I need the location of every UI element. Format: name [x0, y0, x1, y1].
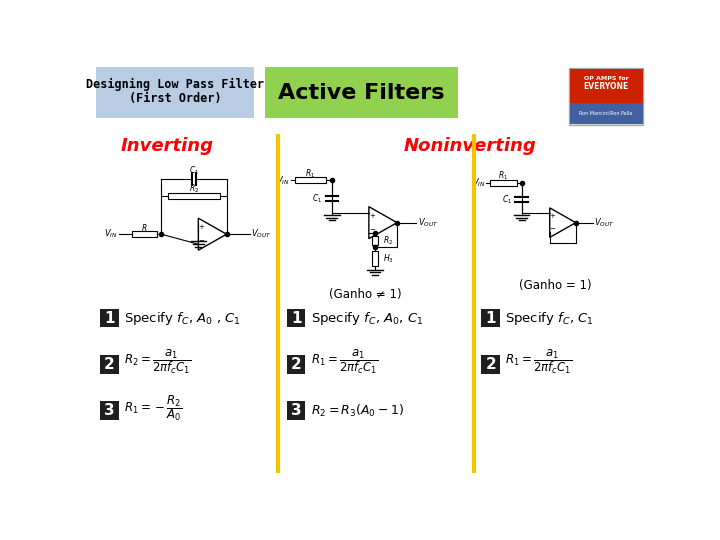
- Bar: [294, 177, 326, 184]
- Text: $V_{IN}$: $V_{IN}$: [472, 177, 485, 189]
- Text: $R_2 = R_3(A_0 - 1)$: $R_2 = R_3(A_0 - 1)$: [311, 402, 404, 418]
- Text: −: −: [369, 227, 375, 233]
- FancyBboxPatch shape: [100, 401, 119, 420]
- FancyBboxPatch shape: [287, 355, 305, 374]
- FancyBboxPatch shape: [100, 355, 119, 374]
- FancyBboxPatch shape: [482, 355, 500, 374]
- Bar: [372, 251, 378, 266]
- Text: $V_{OUT}$: $V_{OUT}$: [251, 228, 272, 240]
- Text: Inverting: Inverting: [121, 137, 214, 154]
- Text: 1: 1: [291, 310, 302, 326]
- Text: $R_2 = \dfrac{a_1}{2\pi f_c C_1}$: $R_2 = \dfrac{a_1}{2\pi f_c C_1}$: [124, 348, 192, 376]
- Text: $R_1 = \dfrac{a_1}{2\pi f_c C_1}$: $R_1 = \dfrac{a_1}{2\pi f_c C_1}$: [505, 348, 573, 376]
- Bar: [570, 69, 642, 103]
- FancyBboxPatch shape: [96, 67, 254, 118]
- Polygon shape: [550, 208, 576, 238]
- Text: $R$: $R$: [141, 222, 148, 233]
- FancyBboxPatch shape: [287, 309, 305, 327]
- Text: 2: 2: [291, 357, 302, 372]
- Text: $V_{IN}$: $V_{IN}$: [276, 174, 290, 186]
- Text: OP AMPS for: OP AMPS for: [584, 76, 629, 81]
- FancyBboxPatch shape: [482, 309, 500, 327]
- Polygon shape: [369, 207, 397, 239]
- Text: $R_1 = -\dfrac{R_2}{A_0}$: $R_1 = -\dfrac{R_2}{A_0}$: [124, 393, 182, 423]
- Text: $R_2$: $R_2$: [189, 183, 199, 195]
- Text: 3: 3: [291, 403, 302, 418]
- Bar: [168, 193, 220, 199]
- Text: Designing Low Pass Filter: Designing Low Pass Filter: [86, 78, 264, 91]
- Bar: [490, 179, 518, 186]
- Text: $R_1 = \dfrac{a_1}{2\pi f_c C_1}$: $R_1 = \dfrac{a_1}{2\pi f_c C_1}$: [311, 348, 379, 376]
- Bar: [570, 103, 642, 124]
- Text: $V_{OUT}$: $V_{OUT}$: [418, 217, 438, 229]
- Bar: [372, 236, 378, 245]
- Bar: [569, 68, 644, 125]
- Text: −: −: [549, 226, 555, 232]
- Text: $R_2$: $R_2$: [383, 234, 393, 247]
- Text: $C_1$: $C_1$: [312, 192, 323, 205]
- Text: $V_{OUT}$: $V_{OUT}$: [595, 217, 615, 229]
- Text: +: +: [199, 224, 204, 230]
- Text: +: +: [549, 213, 555, 219]
- FancyBboxPatch shape: [287, 401, 305, 420]
- Text: 1: 1: [104, 310, 114, 326]
- Text: Noninverting: Noninverting: [403, 137, 536, 154]
- Text: (First Order): (First Order): [129, 92, 222, 105]
- Bar: [132, 231, 157, 237]
- Text: $H_3$: $H_3$: [383, 253, 394, 265]
- Text: $C_1$: $C_1$: [189, 164, 199, 177]
- Text: EVERYONE: EVERYONE: [583, 82, 629, 91]
- Text: 3: 3: [104, 403, 114, 418]
- Text: $C_1$: $C_1$: [502, 193, 513, 206]
- Text: +: +: [369, 213, 375, 219]
- Text: Active Filters: Active Filters: [278, 83, 444, 103]
- Text: 1: 1: [485, 310, 496, 326]
- Text: Specify $f_C$, $C_1$: Specify $f_C$, $C_1$: [505, 309, 594, 327]
- Text: $R_1$: $R_1$: [498, 170, 508, 182]
- Text: Specify $f_C$, $A_0$, $C_1$: Specify $f_C$, $A_0$, $C_1$: [311, 309, 423, 327]
- Polygon shape: [198, 218, 227, 250]
- FancyBboxPatch shape: [265, 67, 458, 118]
- Text: $V_{IN}$: $V_{IN}$: [104, 228, 117, 240]
- Text: Ron Mancini/Ron Palla: Ron Mancini/Ron Palla: [580, 110, 633, 115]
- Text: −: −: [199, 238, 204, 244]
- Text: Specify $f_C$, $A_0$ , $C_1$: Specify $f_C$, $A_0$ , $C_1$: [124, 309, 241, 327]
- Text: 2: 2: [104, 357, 114, 372]
- Text: $R_1$: $R_1$: [305, 167, 315, 180]
- FancyBboxPatch shape: [100, 309, 119, 327]
- Text: (Ganho ≠ 1): (Ganho ≠ 1): [329, 288, 402, 301]
- Text: 2: 2: [485, 357, 496, 372]
- Text: (Ganho = 1): (Ganho = 1): [518, 279, 591, 292]
